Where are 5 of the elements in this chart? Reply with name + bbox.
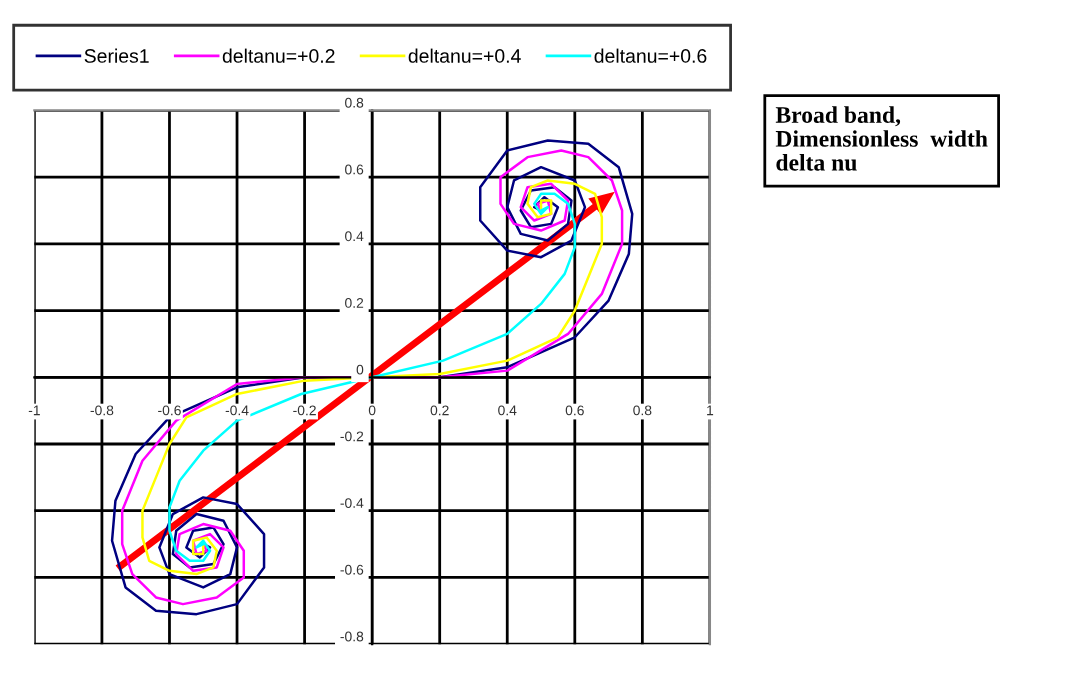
legend-label: deltanu=+0.4 bbox=[408, 48, 521, 63]
legend-label: deltanu=+0.6 bbox=[594, 48, 707, 63]
legend-label: deltanu=+0.2 bbox=[222, 48, 335, 63]
text: Broad band, Dimensionless width delta nu bbox=[775, 106, 988, 171]
legend-label: Series1 bbox=[84, 48, 149, 63]
